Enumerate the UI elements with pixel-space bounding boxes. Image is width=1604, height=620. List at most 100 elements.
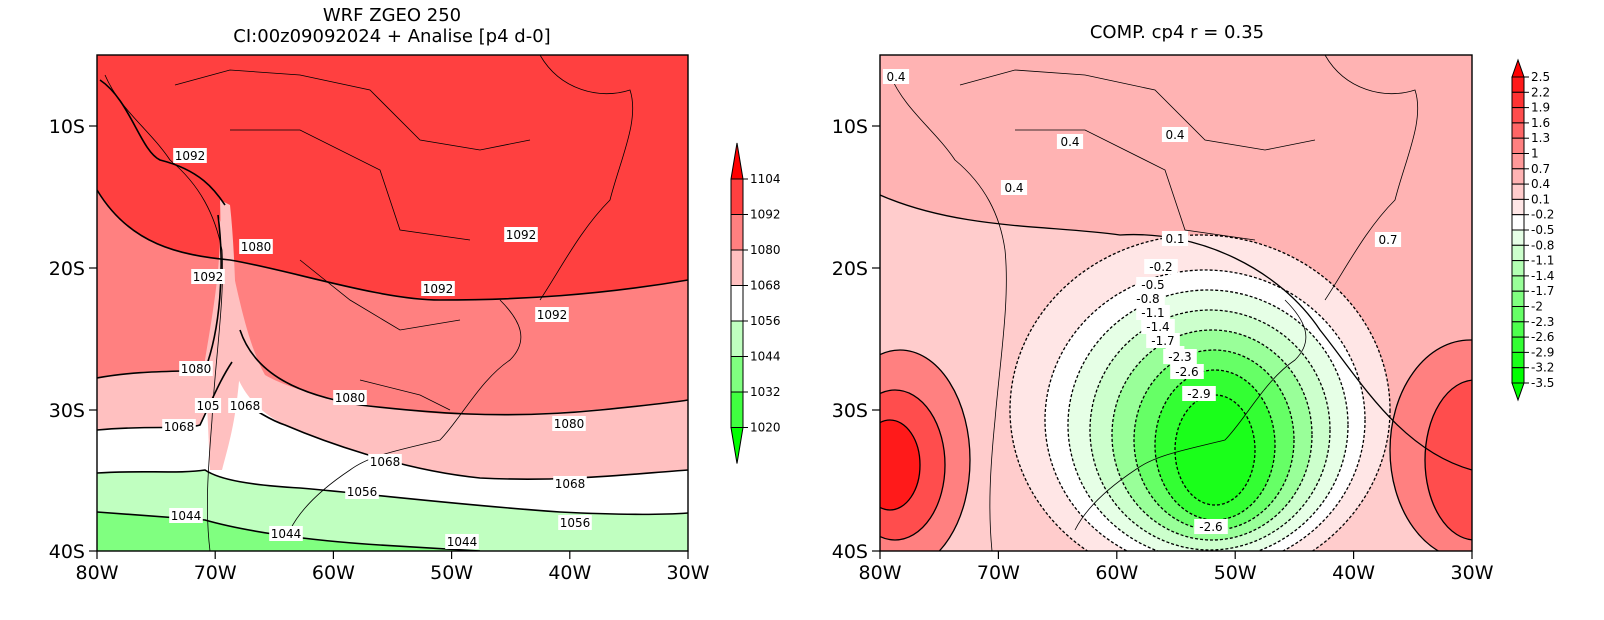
contour-label-bg <box>1161 127 1189 142</box>
colorbar-label: 1020 <box>750 421 781 435</box>
contour-label-text: 1068 <box>230 399 261 413</box>
colorbar-label: 0.1 <box>1531 192 1550 206</box>
contour-label-text: -2.6 <box>1175 365 1198 379</box>
contour-label: 0.4 <box>1056 134 1084 149</box>
left-title-line2: CI:00z09092024 + Analise [p4 d-0] <box>233 26 550 47</box>
contour-label-bg <box>368 454 402 469</box>
contour-label: 1092 <box>535 307 569 322</box>
contour-label-text: 1056 <box>560 516 591 530</box>
contour-label: 1044 <box>445 534 479 549</box>
right-x-axis: 80W 70W 60W 50W 40W 30W <box>859 551 1494 584</box>
contour-label-bg <box>1136 305 1170 320</box>
x-tick-label: 50W <box>1214 562 1257 584</box>
colorbar-swatch <box>730 391 744 428</box>
y-tick-label: 10S <box>832 116 868 138</box>
colorbar-label: 1.3 <box>1531 131 1550 145</box>
contour-label-bg <box>445 534 479 549</box>
colorbar-swatch <box>730 285 744 322</box>
contour-label-text: 1092 <box>175 149 206 163</box>
contour-label-bg <box>535 307 569 322</box>
contour-label-bg <box>1161 231 1189 246</box>
contour-label-bg <box>191 269 225 284</box>
contour-label: -1.1 <box>1136 305 1170 320</box>
colorbar-label: 2.2 <box>1531 85 1550 99</box>
contour-label-bg <box>173 148 207 163</box>
colorbar-label: 1068 <box>750 279 781 293</box>
contour-label: -0.5 <box>1136 277 1170 292</box>
colorbar-swatch <box>1511 351 1525 369</box>
contour-label-bg <box>552 416 586 431</box>
x-tick-label: 30W <box>1451 562 1494 584</box>
contour-label: -2.9 <box>1182 386 1216 401</box>
colorbar-label: -1.1 <box>1531 254 1554 268</box>
contour-label: 1092 <box>504 227 538 242</box>
colorbar-label: 1104 <box>750 172 781 186</box>
contour-label: 1092 <box>173 148 207 163</box>
colorbar-label: 1032 <box>750 385 781 399</box>
colorbar-label: 1092 <box>750 208 781 222</box>
y-tick-label: 40S <box>49 541 85 563</box>
contour-label-text: -1.1 <box>1141 306 1164 320</box>
colorbar-label: 1.6 <box>1531 116 1550 130</box>
right-contour-lines <box>880 194 1472 551</box>
contour-label-text: 1068 <box>370 455 401 469</box>
contour-label: -2.6 <box>1170 364 1204 379</box>
colorbar-swatch <box>1511 214 1525 231</box>
contour-label-text: 0.7 <box>1378 233 1397 247</box>
colorbar-swatch <box>1511 198 1525 216</box>
contour-label-text: 1068 <box>555 477 586 491</box>
contour-label-text: -1.4 <box>1146 320 1169 334</box>
left-y-axis: 10S 20S 30S 40S <box>49 116 97 563</box>
contour-label: 1080 <box>552 416 586 431</box>
contour-label: -1.7 <box>1146 333 1180 348</box>
colorbar-swatch <box>1511 367 1525 384</box>
right-colorbar: 2.52.2 1.91.61.3 10.70.40.1 -0.2-0.5-0.8 -1.… <box>1511 58 1554 402</box>
right-map-panel: COMP. cp4 r = 0.35 <box>832 22 1555 584</box>
contour-label: 0.4 <box>1000 180 1028 195</box>
x-tick-label: 70W <box>194 562 237 584</box>
contour-label: 1056 <box>558 515 592 530</box>
colorbar-bottom-arrow <box>730 427 744 464</box>
colorbar-swatch <box>1511 229 1525 246</box>
colorbar-label: -2 <box>1531 300 1543 314</box>
contour-label: 1056 <box>345 484 379 499</box>
right-coastline <box>889 55 1419 551</box>
colorbar-top-arrow <box>1511 58 1525 78</box>
colorbar-label: -0.2 <box>1531 208 1554 222</box>
contour-label-text: -0.8 <box>1136 292 1159 306</box>
contour-label-text: -2.3 <box>1168 350 1191 364</box>
x-tick-label: 60W <box>312 562 355 584</box>
contour-label: 1080 <box>239 239 273 254</box>
contour-label: 1080 <box>333 390 367 405</box>
contour-label: 0.7 <box>1374 232 1402 247</box>
x-tick-label: 40W <box>548 562 591 584</box>
contour-label: 1068 <box>368 454 402 469</box>
contour-label: 1080 <box>179 361 213 376</box>
y-tick-label: 40S <box>832 541 868 563</box>
colorbar-swatch <box>730 178 744 215</box>
contour-label-bg <box>1170 364 1204 379</box>
contour-label-text: -2.6 <box>1199 520 1222 534</box>
colorbar-label: -2.9 <box>1531 345 1554 359</box>
left-colorbar: 1104 1092 1080 1068 1056 1044 1032 1020 <box>730 142 781 464</box>
contour-label-bg <box>1141 319 1175 334</box>
left-map-frame <box>96 54 689 552</box>
contour-label-bg <box>1136 277 1170 292</box>
contour-label-text: -1.7 <box>1151 334 1174 348</box>
colorbar-bottom-arrow <box>1511 382 1525 402</box>
contour-label-text: 1092 <box>423 282 454 296</box>
contour-label-text: 1080 <box>554 417 585 431</box>
contour-label: 0.4 <box>882 69 910 84</box>
contour-label-bg <box>558 515 592 530</box>
contour-label-bg <box>1056 134 1084 149</box>
contour-label-bg <box>421 281 455 296</box>
contour-label: 1044 <box>169 508 203 523</box>
contour-label-text: 0.4 <box>1165 128 1184 142</box>
contour-label-text: 0.4 <box>886 70 905 84</box>
right-y-axis: 10S 20S 30S 40S <box>832 116 880 563</box>
right-contour-labels: 0.4 0.4 0.4 0.4 0.1 0.7 -0.2 -0.5-0.8-1.1-1.4-1… <box>882 69 1402 534</box>
contour-label: 105 <box>194 398 222 413</box>
colorbar-top-arrow <box>730 142 744 180</box>
left-title-line1: WRF ZGEO 250 <box>323 5 461 26</box>
contour-label-text: 1044 <box>171 509 202 523</box>
